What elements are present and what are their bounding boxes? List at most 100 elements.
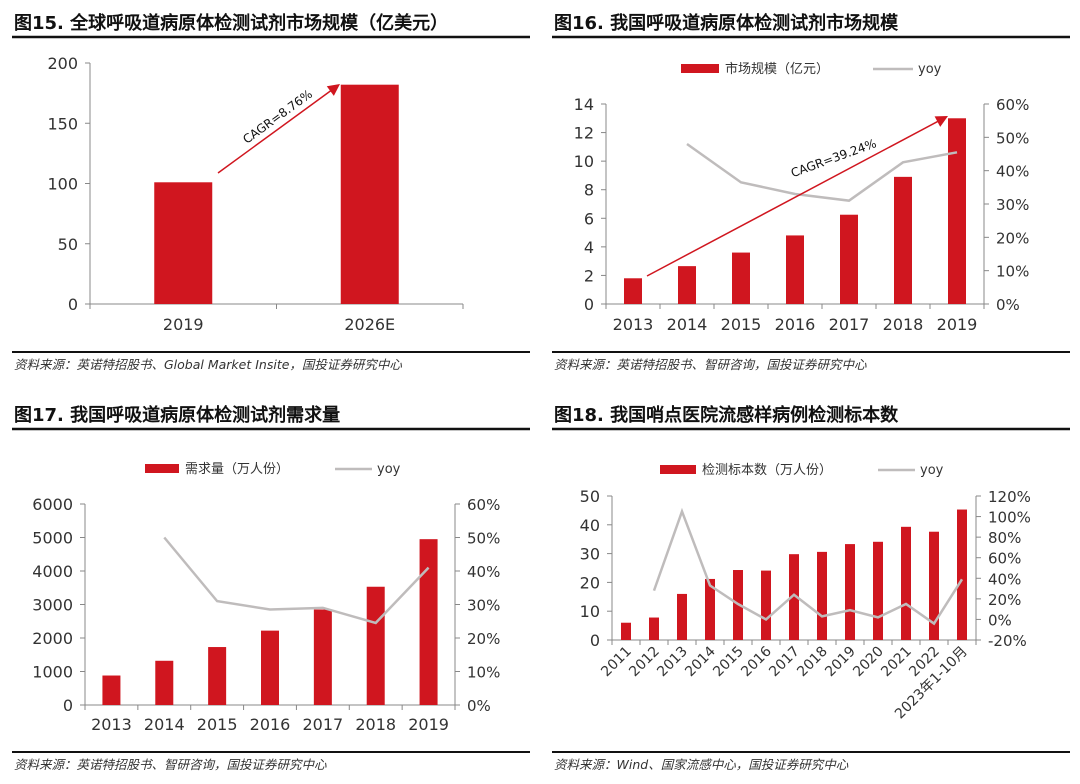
bar-2021: [901, 526, 911, 640]
bar-2018: [894, 176, 912, 304]
figure-17-chart: 图17. 我国呼吸道病原体检测试剂需求量资料来源：英诺特招股书、智研咨询，国投证…: [12, 404, 530, 772]
y2-tick-label: 20%: [467, 630, 500, 648]
chart-title: 图16. 我国呼吸道病原体检测试剂市场规模: [554, 12, 899, 34]
bar-2022: [929, 531, 939, 640]
bar-2016: [761, 570, 771, 640]
cagr-arrowhead: [326, 84, 340, 96]
bar-2012: [649, 617, 659, 640]
x-tick-label: 2018: [355, 715, 396, 734]
y-tick-label: 50: [58, 235, 78, 254]
bar-2017: [789, 554, 799, 640]
y2-tick-label: 20%: [988, 591, 1021, 609]
x-tick-label: 2015: [721, 315, 762, 334]
y-tick-label: 4: [584, 238, 594, 257]
y-tick-label: 30: [580, 545, 600, 564]
legend-bar-swatch: [145, 464, 179, 473]
y-tick-label: 200: [47, 54, 78, 73]
yoy-line: [163, 536, 430, 625]
y-tick-label: 2: [584, 266, 594, 285]
y2-tick-label: 10%: [467, 664, 500, 682]
figure-16-chart: 图16. 我国呼吸道病原体检测试剂市场规模资料来源：英诺特招股书、智研咨询，国投…: [552, 12, 1070, 372]
y2-tick-label: 0%: [996, 296, 1020, 314]
legend-line-label: yoy: [920, 463, 944, 478]
y2-tick-label: 50%: [467, 530, 500, 548]
y2-tick-label: 0%: [467, 697, 491, 715]
bar-2019: [845, 544, 855, 640]
y-tick-label: 14: [574, 95, 594, 114]
bar-2015: [732, 252, 750, 304]
x-tick-label: 2019: [163, 315, 204, 334]
x-tick-label: 2012: [626, 644, 663, 681]
y2-tick-label: 0%: [988, 611, 1012, 629]
x-tick-label: 2017: [302, 715, 343, 734]
source-note: 资料来源：英诺特招股书、智研咨询，国投证券研究中心: [14, 757, 327, 772]
bar-2016: [786, 235, 804, 304]
y2-tick-label: 40%: [996, 163, 1029, 181]
x-tick-label: 2011: [598, 644, 635, 681]
x-tick-label: 2016: [775, 315, 816, 334]
y2-tick-label: 60%: [988, 550, 1021, 568]
cagr-label: CAGR=8.76%: [240, 87, 315, 147]
bar-2016: [261, 630, 279, 705]
x-tick-label: 2014: [144, 715, 185, 734]
bar-2018: [366, 586, 385, 705]
y2-tick-label: 10%: [996, 263, 1029, 281]
figure-16-panel: 图16. 我国呼吸道病原体检测试剂市场规模资料来源：英诺特招股书、智研咨询，国投…: [540, 0, 1080, 392]
y2-tick-label: 20%: [996, 229, 1029, 247]
y-tick-label: 0: [68, 295, 78, 314]
legend-line-label: yoy: [918, 62, 942, 77]
x-tick-label: 2013: [91, 715, 132, 734]
bar-2017: [313, 609, 332, 705]
bar-2013: [624, 278, 642, 304]
y2-tick-label: 60%: [996, 96, 1029, 114]
x-tick-label: 2019: [822, 644, 859, 681]
y-tick-label: 50: [580, 487, 600, 506]
bar-2023年1-10月: [957, 509, 967, 640]
bar-2014: [678, 266, 696, 304]
figure-18-panel: 图18. 我国哨点医院流感样病例检测标本数 资料来源：Wind、国家流感中心，国投…: [540, 392, 1080, 784]
bar-2026E: [340, 84, 399, 304]
y-tick-label: 100: [47, 175, 78, 194]
x-tick-label: 2021: [878, 644, 915, 681]
x-tick-label: 2016: [738, 643, 775, 680]
y2-tick-label: 60%: [467, 496, 500, 514]
y-tick-label: 5000: [32, 529, 73, 548]
y-tick-label: 0: [590, 631, 600, 650]
cagr-arrow: [217, 89, 333, 174]
y-tick-label: 10: [580, 602, 600, 621]
chart-title: 图15. 全球呼吸道病原体检测试剂市场规模（亿美元）: [14, 12, 448, 34]
bar-2017: [840, 214, 858, 304]
y-tick-label: 40: [580, 516, 600, 535]
legend-line-label: yoy: [377, 462, 401, 477]
x-tick-label: 2019: [408, 715, 449, 734]
cagr-label: CAGR=39.24%: [789, 136, 878, 180]
y2-tick-label: -20%: [988, 632, 1027, 650]
x-tick-label: 2013: [613, 315, 654, 334]
bar-2018: [817, 551, 827, 640]
y-tick-label: 3000: [32, 596, 73, 615]
bar-2015: [208, 647, 227, 705]
y-tick-label: 4000: [32, 562, 73, 581]
bar-2014: [155, 660, 174, 705]
figure-15-panel: 图15. 全球呼吸道病原体检测试剂市场规模（亿美元） 资料来源：英诺特招股书、Gl…: [0, 0, 540, 392]
x-tick-label: 2014: [682, 643, 719, 680]
y2-tick-label: 50%: [996, 129, 1029, 147]
source-note: 资料来源：Wind、国家流感中心，国投证券研究中心: [554, 757, 849, 772]
y2-tick-label: 30%: [467, 597, 500, 615]
x-tick-label: 2015: [710, 644, 747, 681]
y-tick-label: 8: [584, 181, 594, 200]
x-tick-label: 2016: [250, 715, 291, 734]
x-tick-label: 2017: [766, 644, 803, 681]
bar-2013: [677, 593, 687, 640]
x-tick-label: 2026E: [344, 315, 395, 334]
chart-title: 图17. 我国呼吸道病原体检测试剂需求量: [14, 404, 340, 426]
x-tick-label: 2013: [654, 644, 691, 681]
figure-17-panel: 图17. 我国呼吸道病原体检测试剂需求量资料来源：英诺特招股书、智研咨询，国投证…: [0, 392, 540, 784]
legend-bar-swatch: [660, 465, 696, 474]
bar-2019: [154, 182, 213, 304]
bar-2014: [705, 578, 715, 640]
y2-tick-label: 40%: [988, 570, 1021, 588]
y2-tick-label: 30%: [996, 196, 1029, 214]
source-note: 资料来源：英诺特招股书、智研咨询，国投证券研究中心: [554, 357, 867, 372]
